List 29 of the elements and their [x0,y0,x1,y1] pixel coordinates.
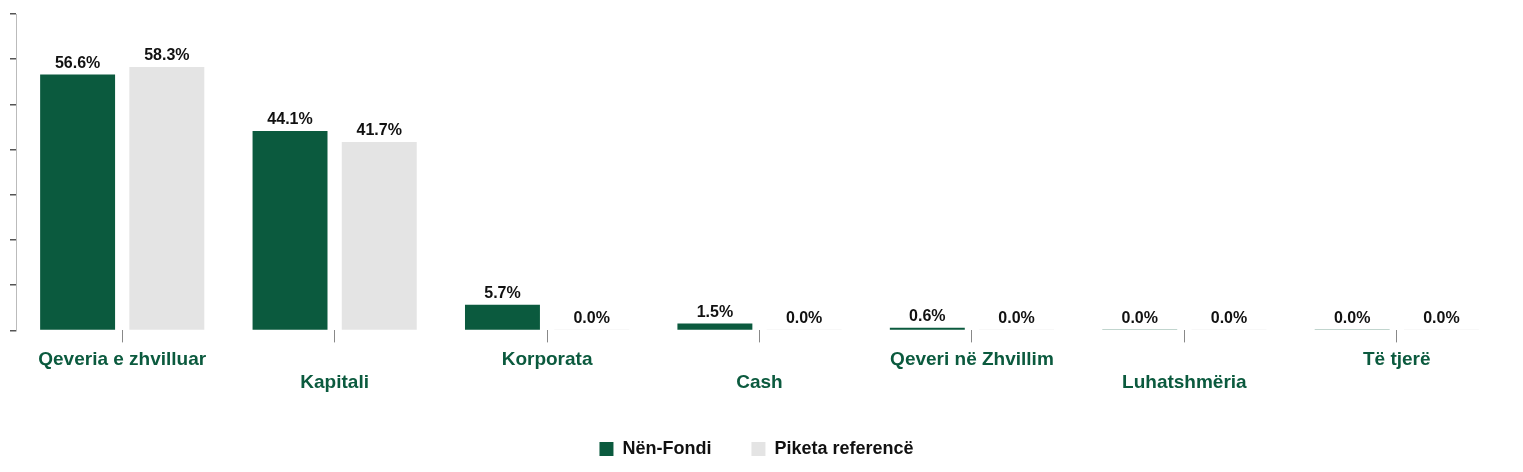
data-label: 0.6% [909,307,946,325]
legend-label: Piketa referencë [774,437,914,458]
data-label: 0.0% [998,308,1035,326]
bar [677,323,753,330]
data-label: 41.7% [356,121,402,139]
bar [40,74,116,330]
x-tick-label: Qeveria e zhvilluar [38,348,207,370]
data-label: 5.7% [484,284,521,302]
bar [129,66,205,330]
bar [341,141,417,330]
data-label: 1.5% [696,303,734,321]
data-label: 44.1% [267,110,313,128]
x-tick-label: Cash [736,370,783,392]
data-label: 0.0% [573,308,610,326]
x-tick-label: Korporata [501,348,593,370]
data-label: 0.0% [1121,308,1158,326]
data-label: 58.3% [144,46,190,64]
data-label: 0.0% [1210,308,1248,326]
bar [464,304,540,330]
x-tick-label: Qeveri në Zhvillim [890,348,1054,370]
x-tick-label: Luhatshmëria [1122,370,1248,392]
data-label: 0.0% [1333,308,1371,326]
x-tick-label: Të tjerë [1362,348,1431,370]
bar [252,131,328,330]
data-label: 0.0% [785,308,823,326]
data-label: 0.0% [1423,308,1460,326]
x-tick-label: Kapitali [300,370,369,392]
data-label: 56.6% [54,53,101,71]
legend-label: Nën-Fondi [622,437,712,458]
